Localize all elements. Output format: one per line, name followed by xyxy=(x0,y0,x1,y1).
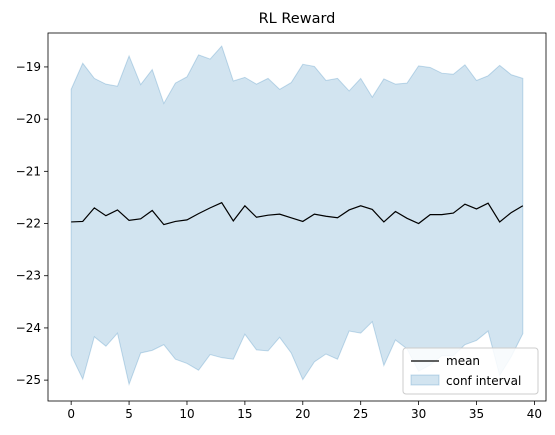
confidence-band-layer xyxy=(70,45,524,387)
y-tick-label: −23 xyxy=(16,269,41,283)
y-tick-label: −21 xyxy=(16,164,41,178)
x-tick-label: 5 xyxy=(125,407,133,421)
x-tick-label: 10 xyxy=(179,407,194,421)
legend-label-mean: mean xyxy=(446,354,480,368)
x-tick-label: 20 xyxy=(295,407,310,421)
legend-label-conf-interval: conf interval xyxy=(446,374,521,388)
x-axis: 0 5 10 15 20 25 30 35 40 xyxy=(67,401,542,421)
y-tick-label: −24 xyxy=(16,321,41,335)
x-tick-label: 15 xyxy=(237,407,252,421)
x-tick-label: 30 xyxy=(411,407,426,421)
x-tick-label: 40 xyxy=(527,407,542,421)
legend: mean conf interval xyxy=(402,347,539,395)
x-tick-label: 25 xyxy=(353,407,368,421)
chart-title: RL Reward xyxy=(259,11,336,27)
legend-swatch-conf-interval xyxy=(410,374,440,386)
x-tick-label: 0 xyxy=(67,407,75,421)
mean-line xyxy=(71,201,524,226)
x-tick-label: 35 xyxy=(469,407,484,421)
y-tick-label: −22 xyxy=(16,217,41,231)
mean-line-layer xyxy=(71,201,524,226)
conf-interval-band xyxy=(70,45,524,387)
plot-frame xyxy=(47,32,547,402)
y-tick-label: −19 xyxy=(16,60,41,74)
y-tick-label: −20 xyxy=(16,112,41,126)
y-tick-label: −25 xyxy=(16,373,41,387)
legend-box xyxy=(402,347,539,395)
y-axis: −19 −20 −21 −22 −23 −24 −25 xyxy=(16,60,48,387)
